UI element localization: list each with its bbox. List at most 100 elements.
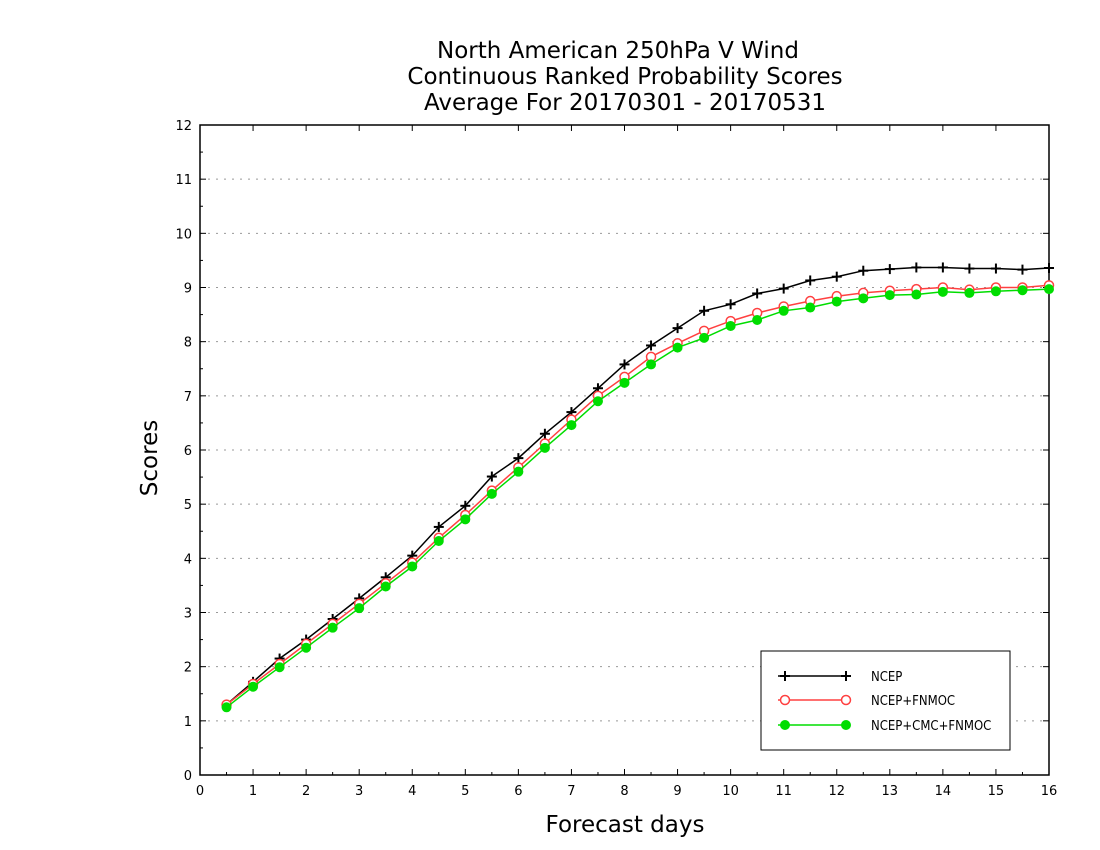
data-point bbox=[937, 262, 948, 273]
data-point bbox=[486, 471, 497, 482]
data-point bbox=[619, 377, 630, 388]
data-point bbox=[831, 271, 842, 282]
legend-label: NCEP bbox=[871, 670, 902, 685]
data-point bbox=[566, 420, 577, 431]
data-point bbox=[619, 359, 630, 370]
legend-marker bbox=[779, 694, 791, 706]
chart-title-line-2: Continuous Ranked Probability Scores bbox=[407, 64, 842, 90]
data-point bbox=[248, 681, 259, 692]
data-point bbox=[433, 521, 444, 532]
x-tick-label: 13 bbox=[882, 784, 899, 799]
chart-title-line-3: Average For 20170301 - 20170531 bbox=[424, 90, 826, 116]
data-point bbox=[884, 264, 895, 275]
y-tick-label: 8 bbox=[184, 336, 192, 351]
data-point bbox=[592, 396, 603, 407]
legend-marker bbox=[780, 671, 790, 681]
series-ncep bbox=[221, 262, 1054, 710]
data-point bbox=[778, 283, 789, 294]
data-point bbox=[513, 453, 524, 464]
data-point bbox=[274, 662, 285, 673]
data-point bbox=[1017, 285, 1028, 296]
y-tick-label: 10 bbox=[175, 227, 192, 242]
legend-marker bbox=[841, 720, 851, 730]
y-tick-label: 4 bbox=[184, 552, 192, 567]
series-line bbox=[226, 288, 1050, 708]
x-tick-label: 6 bbox=[514, 784, 522, 799]
data-point bbox=[486, 488, 497, 499]
x-tick-label: 9 bbox=[673, 784, 681, 799]
data-point bbox=[433, 536, 444, 546]
data-point bbox=[672, 323, 683, 334]
x-tick-label: 11 bbox=[775, 784, 792, 799]
x-tick-label: 5 bbox=[461, 784, 469, 799]
x-tick-label: 4 bbox=[408, 784, 416, 799]
data-point bbox=[990, 263, 1001, 274]
data-point bbox=[539, 442, 550, 453]
legend-marker bbox=[841, 671, 851, 681]
data-point bbox=[1044, 284, 1054, 295]
x-axis: 0 1 2 3 4 5 6 7 8 9 10 11 12 13 14 15 16 bbox=[196, 125, 1057, 799]
data-point bbox=[725, 299, 736, 310]
x-tick-label: 0 bbox=[196, 784, 204, 799]
data-point bbox=[1044, 263, 1054, 273]
data-point bbox=[460, 514, 471, 525]
data-point bbox=[699, 332, 710, 343]
legend-marker bbox=[840, 694, 852, 706]
legend-entry: NCEP+FNMOC bbox=[778, 694, 955, 709]
data-point bbox=[301, 642, 312, 653]
data-point bbox=[354, 603, 365, 614]
y-tick-label: 7 bbox=[184, 390, 192, 405]
x-tick-label: 12 bbox=[828, 784, 845, 799]
series-ncep-cmc-fnmoc bbox=[221, 284, 1054, 713]
data-point bbox=[964, 263, 975, 274]
data-point bbox=[1017, 264, 1028, 275]
data-point bbox=[805, 275, 816, 286]
x-tick-label: 16 bbox=[1041, 784, 1058, 799]
data-point bbox=[513, 466, 524, 477]
legend: NCEP NCEP+FNMOC NCEP+CMC+FNMOC bbox=[760, 650, 1011, 751]
data-point bbox=[805, 302, 816, 313]
data-point bbox=[752, 288, 763, 299]
data-point bbox=[646, 359, 657, 370]
data-point bbox=[964, 287, 975, 298]
data-point bbox=[937, 286, 948, 297]
data-point bbox=[831, 296, 842, 307]
data-point bbox=[327, 622, 338, 633]
legend-label: NCEP+CMC+FNMOC bbox=[871, 719, 991, 734]
legend-label: NCEP+FNMOC bbox=[871, 694, 955, 709]
data-point bbox=[725, 320, 736, 331]
x-tick-label: 2 bbox=[302, 784, 310, 799]
series-line bbox=[226, 284, 1050, 706]
data-point bbox=[911, 289, 922, 300]
y-tick-label: 12 bbox=[175, 119, 192, 134]
x-tick-label: 10 bbox=[722, 784, 739, 799]
data-point bbox=[699, 305, 710, 316]
x-tick-label: 14 bbox=[935, 784, 952, 799]
data-point bbox=[778, 305, 789, 316]
data-point bbox=[752, 315, 763, 325]
series-line bbox=[226, 266, 1050, 706]
data-point bbox=[646, 340, 657, 351]
y-tick-label: 11 bbox=[175, 173, 192, 188]
x-tick-label: 3 bbox=[355, 784, 363, 799]
x-tick-label: 7 bbox=[567, 784, 575, 799]
series-ncep-fnmoc bbox=[221, 280, 1055, 710]
legend-marker bbox=[780, 720, 790, 730]
x-tick-label: 15 bbox=[988, 784, 1005, 799]
data-point bbox=[884, 290, 895, 301]
y-tick-label: 0 bbox=[184, 769, 192, 784]
data-point bbox=[539, 428, 550, 439]
data-point bbox=[221, 702, 232, 713]
data-point bbox=[911, 262, 922, 273]
legend-entry: NCEP+CMC+FNMOC bbox=[778, 719, 991, 734]
chart-title-line-1: North American 250hPa V Wind bbox=[437, 38, 799, 64]
data-point bbox=[858, 293, 869, 304]
data-point bbox=[990, 286, 1001, 297]
y-tick-label: 6 bbox=[184, 444, 192, 459]
y-tick-label: 3 bbox=[184, 607, 192, 622]
data-point bbox=[460, 500, 471, 511]
legend-entry: NCEP bbox=[778, 670, 902, 685]
data-point bbox=[858, 265, 869, 276]
